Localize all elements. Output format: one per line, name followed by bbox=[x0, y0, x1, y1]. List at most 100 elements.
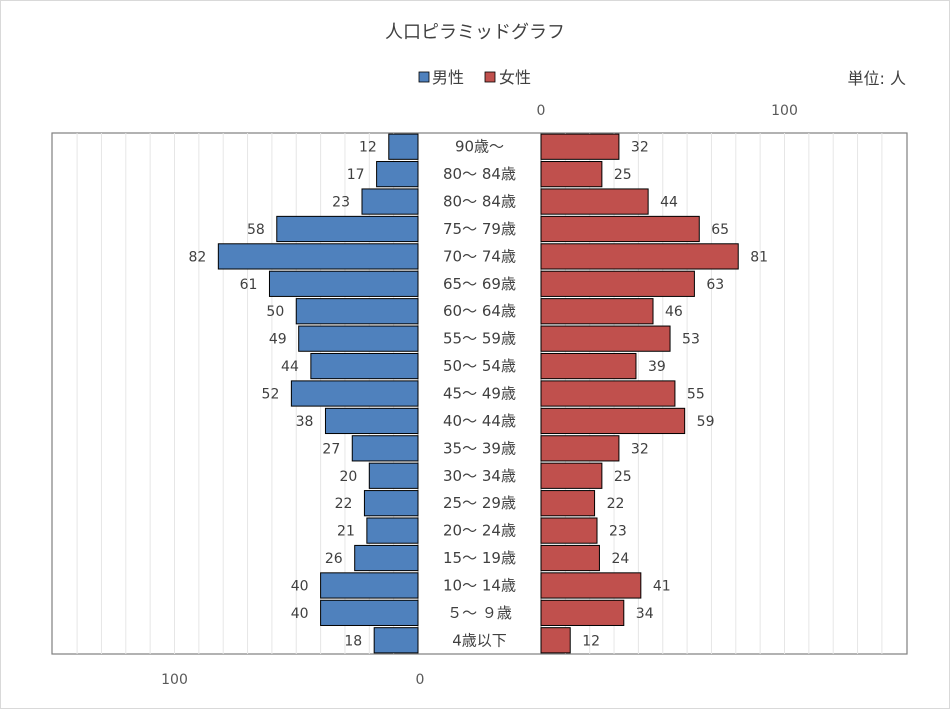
male-axis-tick-label: 100 bbox=[161, 672, 188, 688]
bar-male bbox=[373, 627, 419, 654]
bar-male bbox=[368, 462, 419, 489]
bar-female bbox=[540, 161, 603, 188]
data-label-male: 27 bbox=[322, 441, 340, 457]
data-label-male: 52 bbox=[262, 387, 280, 403]
data-label-female: 41 bbox=[653, 578, 671, 594]
bar-male bbox=[363, 490, 419, 517]
data-label-female: 44 bbox=[660, 195, 678, 211]
category-label: 30〜 34歳 bbox=[443, 467, 516, 485]
bar-male bbox=[290, 380, 419, 407]
legend: 男性 女性 bbox=[418, 68, 531, 87]
category-label: 20〜 24歳 bbox=[443, 522, 516, 540]
data-label-female: 65 bbox=[711, 222, 729, 238]
category-label: 25〜 29歳 bbox=[443, 494, 516, 512]
bar-female bbox=[540, 380, 676, 407]
bar-male bbox=[324, 407, 419, 435]
plot-area: 12 32 90歳〜 17 25 80〜 84歳 23 44 80〜 84歳 58 65 75〜 79… bbox=[51, 103, 908, 688]
data-label-female: 23 bbox=[609, 524, 627, 540]
data-label-female: 25 bbox=[614, 167, 632, 183]
female-axis-tick-label: 100 bbox=[771, 103, 798, 119]
bar-male bbox=[217, 243, 419, 270]
data-label-female: 63 bbox=[706, 277, 724, 293]
data-label-female: 81 bbox=[750, 249, 768, 265]
bar-male bbox=[366, 517, 419, 544]
data-label-female: 55 bbox=[687, 387, 705, 403]
bar-female bbox=[540, 325, 671, 352]
category-label: 80〜 84歳 bbox=[443, 193, 516, 211]
bar-female bbox=[540, 243, 739, 270]
data-label-female: 53 bbox=[682, 332, 700, 348]
category-label: 90歳〜 bbox=[455, 138, 504, 156]
bar-female bbox=[540, 215, 700, 243]
category-label: 40〜 44歳 bbox=[443, 412, 516, 430]
data-label-male: 23 bbox=[332, 195, 350, 211]
data-label-female: 12 bbox=[582, 633, 600, 649]
bar-male bbox=[376, 161, 419, 188]
data-label-female: 46 bbox=[665, 304, 683, 320]
data-label-male: 17 bbox=[347, 167, 365, 183]
data-label-female: 25 bbox=[614, 469, 632, 485]
legend-swatch-female bbox=[484, 71, 496, 83]
category-label: 75〜 79歳 bbox=[443, 220, 516, 238]
category-label: 65〜 69歳 bbox=[443, 275, 516, 293]
data-label-female: 32 bbox=[631, 140, 649, 156]
data-label-male: 44 bbox=[281, 359, 299, 375]
data-label-female: 34 bbox=[636, 606, 654, 622]
data-label-female: 59 bbox=[697, 414, 715, 430]
category-label: 4歳以下 bbox=[452, 631, 507, 649]
data-label-male: 50 bbox=[266, 304, 284, 320]
bar-male bbox=[295, 298, 419, 325]
chart-title: 人口ピラミッドグラフ bbox=[385, 22, 565, 43]
category-label: 35〜 39歳 bbox=[443, 439, 516, 457]
data-label-female: 39 bbox=[648, 359, 666, 375]
bar-female bbox=[540, 133, 620, 160]
data-label-male: 38 bbox=[296, 414, 314, 430]
category-label: ５〜 ９歳 bbox=[447, 604, 512, 622]
bar-male bbox=[268, 270, 419, 297]
data-label-male: 12 bbox=[359, 140, 377, 156]
data-label-male: 20 bbox=[339, 469, 357, 485]
category-label: 45〜 49歳 bbox=[443, 385, 516, 403]
bar-female bbox=[540, 544, 600, 572]
bar-male bbox=[354, 544, 419, 572]
legend-label-female: 女性 bbox=[499, 68, 531, 87]
bar-male bbox=[276, 215, 419, 243]
bar-male bbox=[361, 188, 419, 215]
data-label-male: 22 bbox=[335, 496, 353, 512]
bar-female bbox=[540, 627, 571, 654]
data-label-male: 58 bbox=[247, 222, 265, 238]
bar-female bbox=[540, 352, 637, 380]
bar-female bbox=[540, 490, 596, 517]
category-label: 80〜 84歳 bbox=[443, 165, 516, 183]
data-label-male: 61 bbox=[240, 277, 258, 293]
bar-male bbox=[298, 325, 419, 352]
category-label: 70〜 74歳 bbox=[443, 247, 516, 265]
bar-female bbox=[540, 462, 603, 489]
data-label-female: 32 bbox=[631, 441, 649, 457]
male-axis-tick-label: 0 bbox=[416, 672, 425, 688]
bar-female bbox=[540, 599, 625, 626]
data-label-male: 40 bbox=[291, 578, 309, 594]
category-label: 50〜 54歳 bbox=[443, 357, 516, 375]
data-label-male: 40 bbox=[291, 606, 309, 622]
category-label: 10〜 14歳 bbox=[443, 576, 516, 594]
category-column bbox=[418, 134, 541, 653]
bar-female bbox=[540, 517, 598, 544]
bar-male bbox=[351, 435, 419, 462]
legend-label-male: 男性 bbox=[432, 68, 464, 87]
bar-male bbox=[320, 572, 419, 599]
bar-female bbox=[540, 572, 642, 599]
bar-male bbox=[320, 599, 419, 626]
data-label-male: 18 bbox=[344, 633, 362, 649]
data-label-male: 26 bbox=[325, 551, 343, 567]
data-label-male: 82 bbox=[189, 249, 207, 265]
category-label: 55〜 59歳 bbox=[443, 330, 516, 348]
data-label-female: 24 bbox=[611, 551, 629, 567]
bar-female bbox=[540, 298, 654, 325]
bar-female bbox=[540, 188, 649, 215]
bar-female bbox=[540, 407, 686, 435]
unit-label: 単位: 人 bbox=[848, 69, 906, 88]
category-label: 15〜 19歳 bbox=[443, 549, 516, 567]
data-label-male: 49 bbox=[269, 332, 287, 348]
